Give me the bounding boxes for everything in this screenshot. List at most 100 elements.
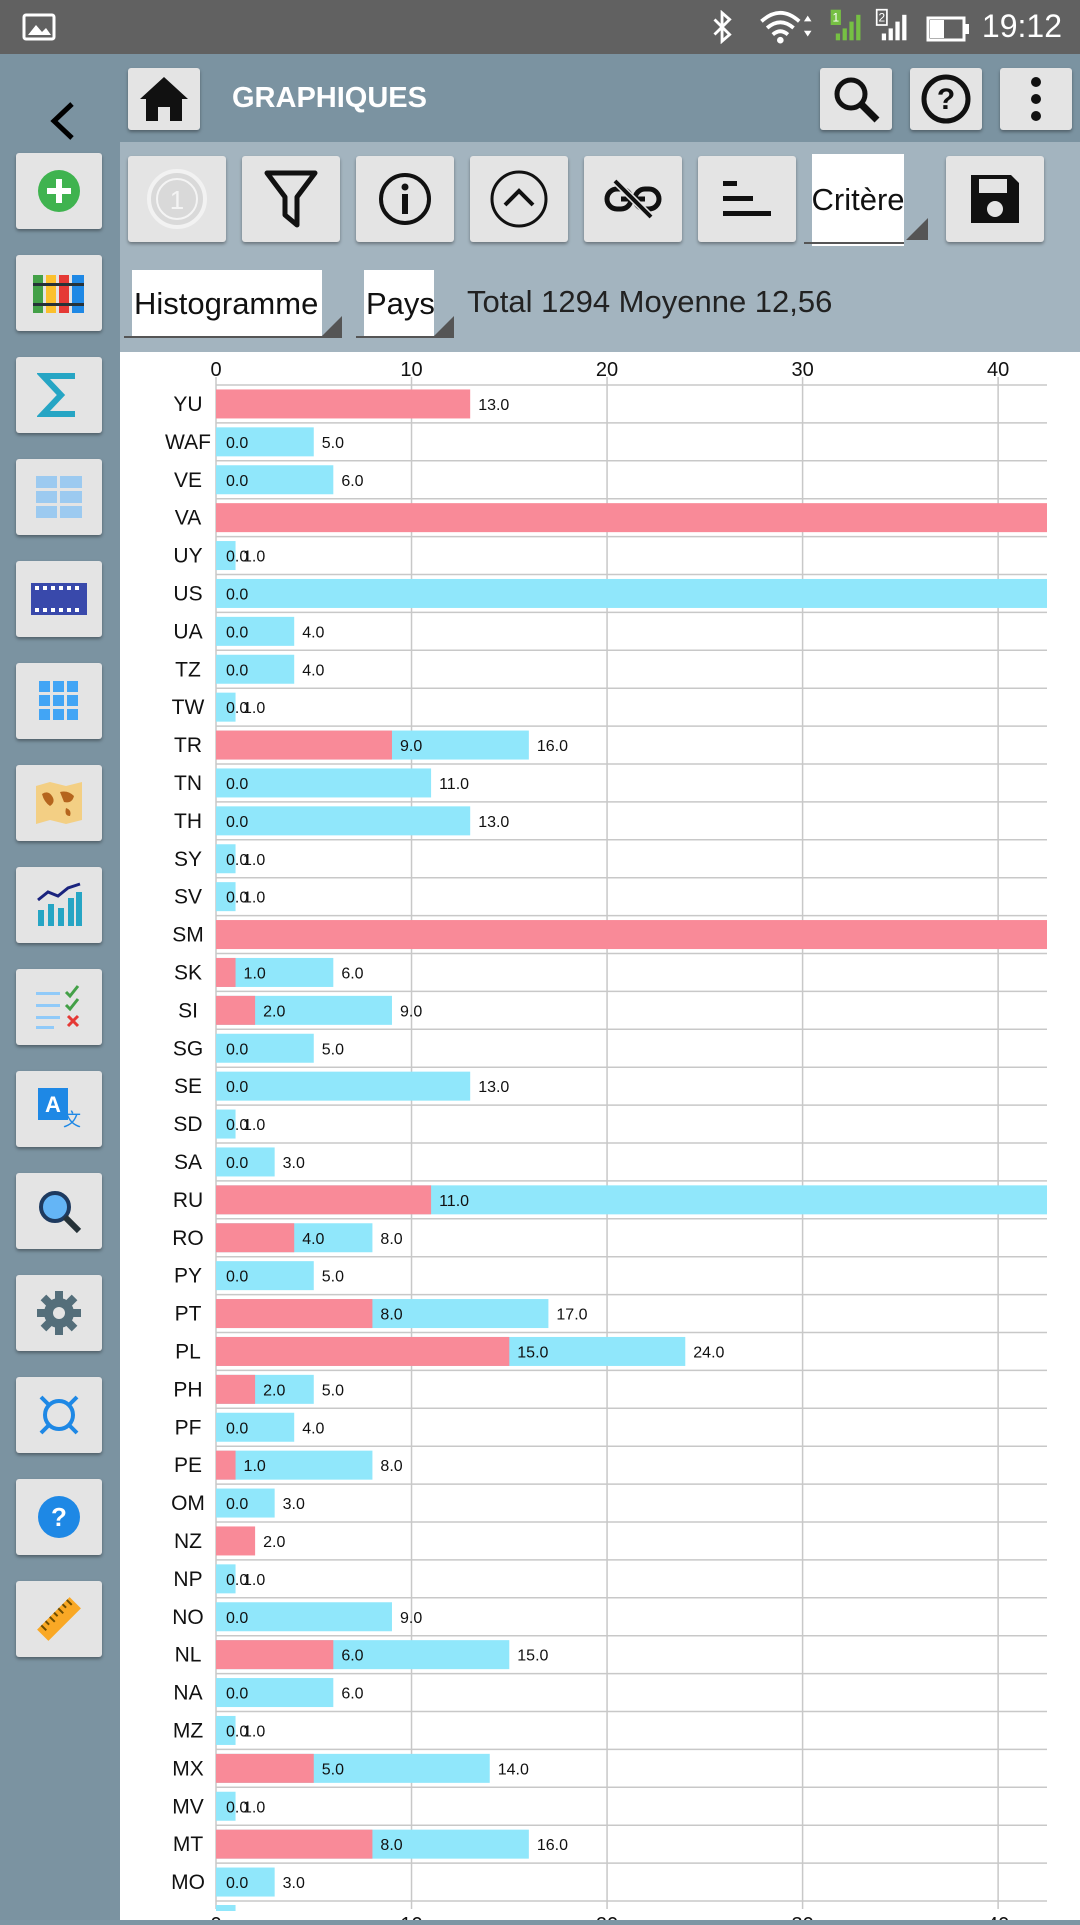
data-label-primary: 0.0 xyxy=(226,662,248,679)
sort-button[interactable] xyxy=(698,156,796,242)
sidebar-help-button[interactable]: ? xyxy=(16,1479,102,1555)
bar-primary xyxy=(216,503,1047,533)
category-label: NO xyxy=(172,1606,204,1629)
sidebar-stats-button[interactable] xyxy=(16,867,102,943)
bar-secondary xyxy=(216,541,236,571)
unlink-button[interactable] xyxy=(584,156,682,242)
sidebar-sum-button[interactable] xyxy=(16,357,102,433)
save-button[interactable] xyxy=(946,156,1044,242)
app-header: GRAPHIQUES ? xyxy=(120,54,1080,142)
chart-type-select[interactable]: Histogramme xyxy=(132,270,322,338)
data-label-secondary: 8.0 xyxy=(380,1458,402,1475)
data-label-primary: 2.0 xyxy=(263,1534,285,1551)
data-label-secondary: 1.0 xyxy=(243,852,265,869)
data-label-secondary: 14.0 xyxy=(498,1761,529,1778)
bar-secondary xyxy=(216,1261,314,1291)
status-bar: 1 2 19:12 xyxy=(0,0,1080,54)
category-label: PY xyxy=(174,1265,202,1288)
category-label: US xyxy=(173,582,202,605)
histogram-chart: 0 0 10 10 20 20 30 30 40 40 YU 13.0 WAF 0.0 5.0 VE 0.0 6.… xyxy=(120,352,1080,1925)
filter-button[interactable] xyxy=(242,156,340,242)
coin-button[interactable]: 1 xyxy=(128,156,226,242)
category-label: TH xyxy=(174,810,202,833)
category-label: TR xyxy=(174,734,202,757)
bar-secondary xyxy=(216,1867,275,1897)
bar-secondary xyxy=(216,882,236,912)
info-button[interactable] xyxy=(356,156,454,242)
clock: 19:12 xyxy=(981,8,1062,44)
home-button[interactable] xyxy=(128,68,200,130)
bar-primary xyxy=(216,1450,236,1480)
category-label: TN xyxy=(174,772,202,795)
sidebar-search-button[interactable] xyxy=(16,1173,102,1249)
data-label-secondary: 13.0 xyxy=(478,1079,509,1096)
category-label: OM xyxy=(171,1492,205,1515)
data-label-primary: 0.0 xyxy=(226,1723,248,1740)
svg-text:?: ? xyxy=(937,83,955,116)
data-label-secondary: 1.0 xyxy=(243,1572,265,1589)
data-label-primary: 0.0 xyxy=(226,776,248,793)
data-label-primary: 0.0 xyxy=(226,624,248,641)
bar-primary xyxy=(216,1640,334,1670)
chart-summary: Total 1294 Moyenne 12,56 xyxy=(467,284,833,319)
data-label-secondary: 5.0 xyxy=(322,435,344,452)
criteria-underline xyxy=(804,242,904,244)
sidebar-library-button[interactable] xyxy=(16,255,102,331)
sidebar-checklist-button[interactable] xyxy=(16,969,102,1045)
dimension-underline xyxy=(356,336,454,338)
bar-primary xyxy=(216,957,236,987)
overflow-menu-button[interactable] xyxy=(1000,68,1072,130)
bar-secondary xyxy=(216,616,295,646)
help-circle-icon: ? xyxy=(921,74,971,124)
category-label: SG xyxy=(173,1037,203,1060)
x-tick-label-bottom: 0 xyxy=(210,1914,221,1920)
data-label-secondary: 3.0 xyxy=(283,1875,305,1892)
bar-secondary xyxy=(216,427,314,457)
category-label: MV xyxy=(172,1795,204,1818)
bar-secondary-partial xyxy=(216,1905,236,1911)
search-icon xyxy=(39,1191,82,1234)
category-label: SV xyxy=(174,886,202,909)
sidebar-grid-button[interactable] xyxy=(16,663,102,739)
category-label: TZ xyxy=(175,658,201,681)
sidebar-add-button[interactable] xyxy=(16,153,102,229)
home-icon xyxy=(140,77,188,121)
svg-text:?: ? xyxy=(51,1502,67,1532)
category-label: MT xyxy=(173,1833,203,1856)
data-label-secondary: 1.0 xyxy=(243,700,265,717)
help-button[interactable]: ? xyxy=(910,68,982,130)
data-label-secondary: 16.0 xyxy=(537,1837,568,1854)
data-label-primary: 0.0 xyxy=(226,1420,248,1437)
sidebar-table-button[interactable] xyxy=(16,459,102,535)
data-label-secondary: 5.0 xyxy=(322,1382,344,1399)
data-label-primary: 5.0 xyxy=(322,1761,344,1778)
data-label-primary: 2.0 xyxy=(263,1382,285,1399)
sidebar-map-button[interactable] xyxy=(16,765,102,841)
svg-text:1: 1 xyxy=(170,185,184,215)
bar-primary xyxy=(216,1753,314,1783)
bar-primary xyxy=(216,1336,510,1366)
bar-primary xyxy=(216,1374,256,1404)
data-label-secondary: 3.0 xyxy=(283,1496,305,1513)
back-arrow-icon[interactable] xyxy=(38,96,88,146)
target-icon xyxy=(39,1395,79,1435)
bar-primary xyxy=(216,389,471,419)
sidebar-film-button[interactable] xyxy=(16,561,102,637)
sidebar-ruler-button[interactable] xyxy=(16,1581,102,1657)
wifi-icon xyxy=(760,10,812,44)
bar-secondary xyxy=(216,1033,314,1063)
help-icon: ? xyxy=(38,1496,80,1538)
bar-secondary xyxy=(216,1715,236,1745)
sidebar: A 文 ? xyxy=(0,54,120,1920)
sidebar-settings-button[interactable] xyxy=(16,1275,102,1351)
data-label-primary: 0.0 xyxy=(226,1875,248,1892)
link-off-icon xyxy=(604,179,662,219)
search-icon xyxy=(834,77,880,123)
criteria-select[interactable]: Critère xyxy=(812,154,905,246)
data-label-primary: 0.0 xyxy=(226,1610,248,1627)
search-button[interactable] xyxy=(820,68,892,130)
collapse-button[interactable] xyxy=(470,156,568,242)
sidebar-target-button[interactable] xyxy=(16,1377,102,1453)
dimension-select[interactable]: Pays xyxy=(364,270,435,338)
sidebar-translate-button[interactable]: A 文 xyxy=(16,1071,102,1147)
